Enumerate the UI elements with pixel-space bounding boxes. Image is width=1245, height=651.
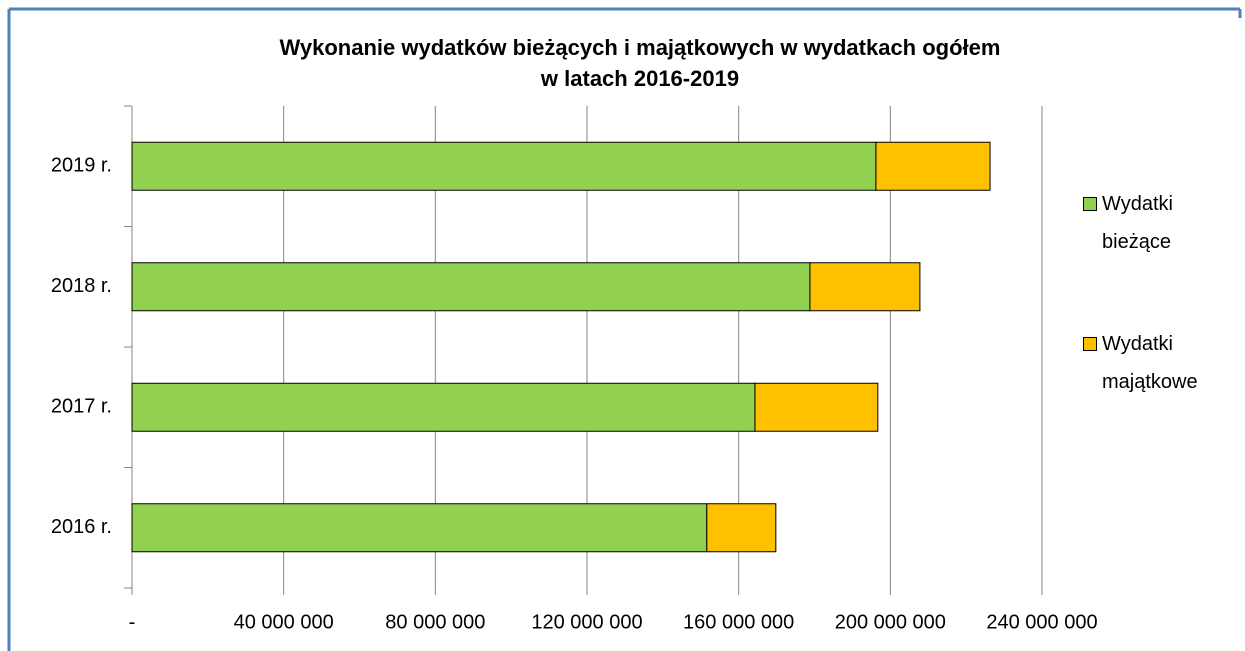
chart-title: w latach 2016-2019 [540,66,739,91]
bar-segment [131,382,756,432]
bar-segment [131,141,877,191]
x-tick-label: 160 000 000 [683,611,794,633]
x-tick-label: 200 000 000 [835,611,946,633]
bar-segment [131,503,708,553]
chart-title: Wykonanie wydatków bieżących i majątkowy… [280,35,1001,60]
bar-segment [706,503,777,553]
bar-segment [809,262,921,312]
bar-segment [131,262,811,312]
x-tick-label: 240 000 000 [986,611,1097,633]
legend-label: Wydatki majątkowe [1102,333,1198,393]
legend-swatch [1083,197,1097,211]
y-tick-label: 2018 r. [51,275,112,297]
legend-label: Wydatki bieżące [1102,193,1173,253]
y-tick-label: 2017 r. [51,396,112,418]
x-tick-label: 80 000 000 [385,611,485,633]
legend-swatch [1083,337,1097,351]
x-tick-label: - [129,611,136,633]
y-tick-label: 2016 r. [51,516,112,538]
x-tick-label: 40 000 000 [234,611,334,633]
y-tick-label: 2019 r. [51,155,112,177]
bar-segment [875,141,991,191]
x-tick-label: 120 000 000 [531,611,642,633]
bar-segment [754,382,879,432]
